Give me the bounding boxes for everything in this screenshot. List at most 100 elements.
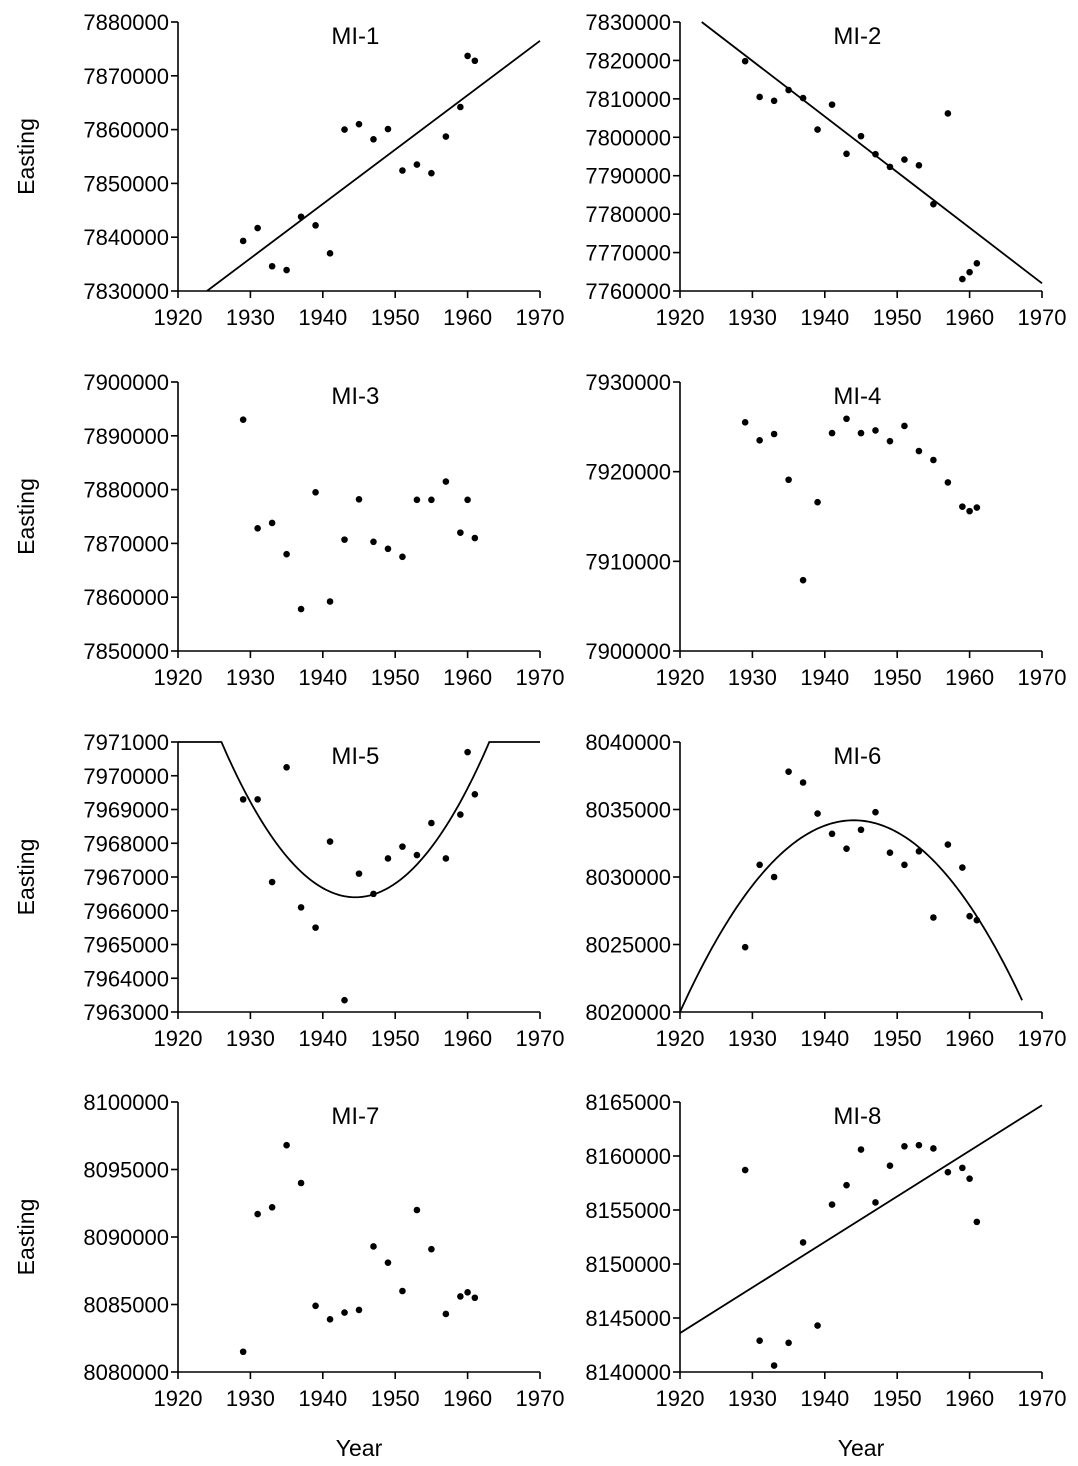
data-point (973, 260, 981, 267)
y-tick-label: 7971000 (83, 730, 169, 755)
data-point (413, 1206, 421, 1214)
data-point (915, 447, 923, 455)
data-point (741, 419, 749, 426)
y-axis-label: Easting (13, 839, 39, 916)
data-point (741, 57, 749, 65)
data-point (384, 125, 392, 133)
x-tick-label: 1940 (800, 1386, 849, 1411)
x-tick-label: 1960 (945, 1026, 994, 1051)
data-point (973, 504, 981, 511)
data-point (341, 536, 348, 543)
data-point (828, 101, 836, 108)
y-tick-label: 7900000 (585, 639, 671, 664)
data-point (239, 1348, 247, 1356)
data-point (966, 912, 973, 920)
x-tick-label: 1960 (443, 665, 492, 690)
y-tick-label: 8150000 (585, 1252, 671, 1277)
data-point (413, 851, 421, 859)
data-point (413, 161, 421, 168)
data-point (268, 262, 276, 270)
panel-title: MI-6 (833, 743, 881, 770)
data-point (326, 250, 334, 257)
y-tick-label: 7780000 (585, 202, 671, 227)
data-point (857, 826, 865, 834)
data-point (901, 156, 908, 163)
data-point (915, 848, 923, 855)
y-tick-label: 7860000 (83, 118, 169, 143)
data-point (312, 924, 319, 931)
data-point (297, 213, 305, 221)
x-tick-label: 1930 (728, 1026, 777, 1051)
x-tick-label: 1950 (873, 665, 922, 690)
data-point (785, 768, 792, 775)
x-tick-label: 1940 (800, 1026, 849, 1051)
data-point (312, 222, 319, 229)
y-tick-label: 7840000 (83, 225, 169, 250)
data-point (857, 429, 865, 437)
data-point (464, 496, 471, 504)
data-point (756, 93, 763, 101)
data-point (843, 150, 850, 158)
x-tick-label: 1940 (298, 665, 347, 690)
y-axis-label: Easting (13, 1199, 39, 1276)
panel-title: MI-1 (331, 23, 379, 50)
data-point (254, 796, 261, 803)
data-point (355, 120, 363, 128)
x-tick-label: 1970 (516, 305, 565, 330)
data-point (297, 605, 305, 613)
x-tick-label: 1930 (728, 665, 777, 690)
data-point (872, 427, 879, 434)
data-point (471, 534, 479, 542)
fit-curve (680, 1104, 1043, 1334)
data-point (326, 598, 334, 605)
x-tick-label: 1960 (945, 305, 994, 330)
data-point (944, 110, 952, 117)
data-point (464, 748, 471, 756)
panel-title: MI-4 (833, 383, 881, 410)
data-point (741, 943, 749, 951)
panel-title: MI-3 (331, 383, 379, 410)
y-tick-label: 7790000 (585, 164, 671, 189)
data-point (785, 86, 792, 94)
data-point (973, 916, 981, 924)
data-point (973, 1218, 981, 1226)
data-point (828, 830, 836, 838)
data-point (959, 1164, 966, 1172)
y-tick-label: 7760000 (585, 279, 671, 304)
data-point (756, 861, 763, 869)
y-tick-label: 7969000 (83, 798, 169, 823)
data-point (886, 1162, 894, 1170)
y-tick-label: 8080000 (83, 1360, 169, 1385)
data-point (399, 553, 406, 561)
data-point (901, 861, 908, 869)
data-point (959, 503, 966, 510)
data-point (966, 507, 973, 515)
y-tick-label: 8020000 (585, 1000, 671, 1025)
data-point (857, 132, 865, 140)
x-tick-label: 1920 (656, 1026, 705, 1051)
x-axis-label: Year (336, 1435, 383, 1461)
x-tick-label: 1950 (873, 1026, 922, 1051)
data-point (799, 576, 807, 584)
y-axis-label: Easting (13, 118, 39, 195)
data-point (428, 496, 435, 504)
data-point (442, 478, 450, 485)
y-tick-label: 7920000 (585, 460, 671, 485)
data-point (756, 436, 763, 444)
x-tick-label: 1940 (800, 305, 849, 330)
y-tick-label: 8155000 (585, 1198, 671, 1223)
data-point (384, 855, 392, 862)
data-point (442, 1310, 450, 1318)
data-point (930, 200, 937, 208)
data-point (872, 1199, 879, 1206)
y-tick-label: 8140000 (585, 1360, 671, 1385)
data-point (268, 878, 276, 886)
x-tick-label: 1940 (298, 1386, 347, 1411)
data-point (413, 496, 421, 504)
x-tick-label: 1920 (154, 305, 203, 330)
data-point (297, 904, 305, 911)
x-tick-label: 1950 (371, 665, 420, 690)
y-tick-label: 8035000 (585, 798, 671, 823)
y-tick-label: 8160000 (585, 1144, 671, 1169)
data-point (930, 456, 937, 464)
